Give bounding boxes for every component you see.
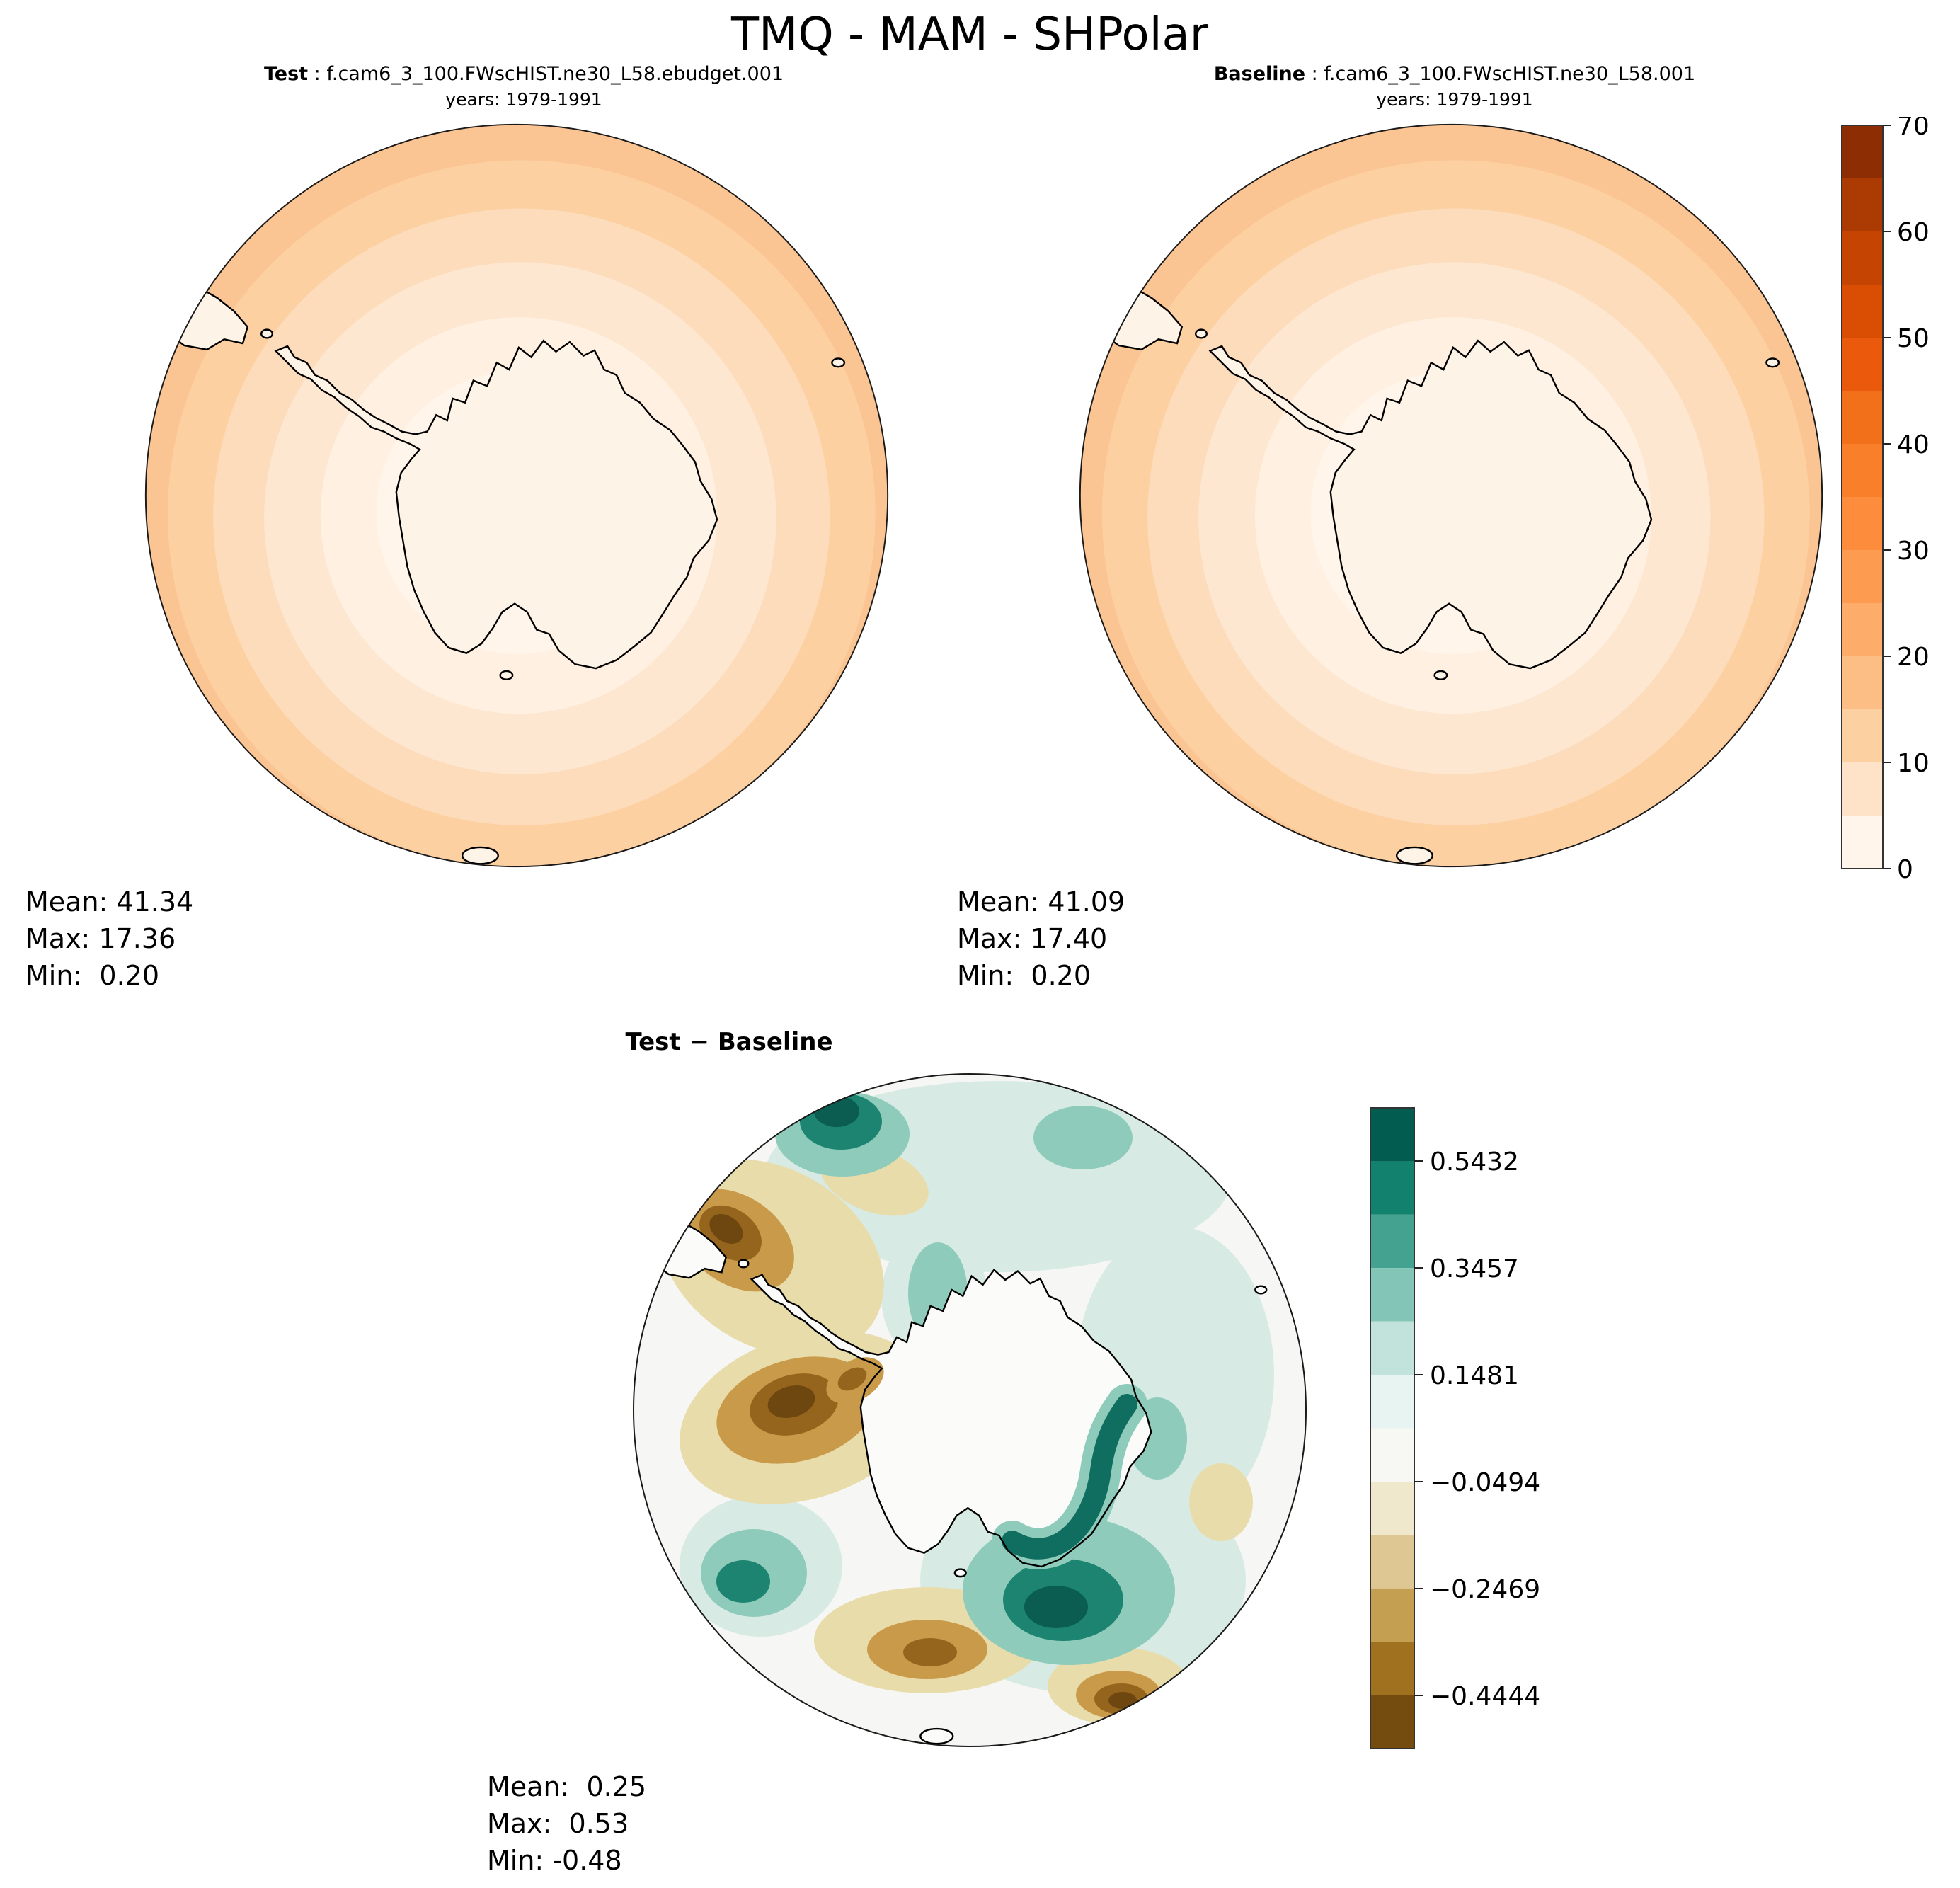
colorbar-top-tick-label: 20 bbox=[1897, 643, 1930, 672]
baseline-map-content bbox=[1076, 120, 1826, 871]
colorbar-diff-tick-label: 0.3457 bbox=[1430, 1254, 1519, 1283]
baseline-stat-min: Min: 0.20 bbox=[957, 960, 1091, 991]
baseline-years-label: years: 1979-1991 bbox=[1376, 89, 1533, 110]
diff-stats: Mean: 0.25 Max: 0.53 Min: -0.48 bbox=[487, 1768, 646, 1879]
test-years-label: years: 1979-1991 bbox=[445, 89, 602, 110]
test-stat-max: Max: 17.36 bbox=[25, 923, 176, 954]
colorbar-diff-tick-label: −0.2469 bbox=[1430, 1575, 1540, 1604]
colorbar-top-labels: 70 60 50 40 30 20 10 0 bbox=[1897, 117, 1930, 884]
diff-panel-title: Test − Baseline bbox=[625, 1028, 833, 1056]
colorbar-diff-labels: 0.5432 0.3457 0.1481 −0.0494 −0.2469 −0.… bbox=[1430, 1148, 1540, 1711]
test-run-line: Test : f.cam6_3_100.FWscHIST.ne30_L58.eb… bbox=[163, 62, 885, 86]
baseline-run-line: Baseline : f.cam6_3_100.FWscHIST.ne30_L5… bbox=[1094, 62, 1816, 86]
test-panel-header: Test : f.cam6_3_100.FWscHIST.ne30_L58.eb… bbox=[163, 62, 885, 112]
diff-map-boundary bbox=[633, 1073, 1307, 1747]
test-stat-min: Min: 0.20 bbox=[25, 960, 159, 991]
colorbar-top-tick-label: 30 bbox=[1897, 537, 1930, 566]
diff-dark-anomaly-blobs bbox=[699, 1093, 1148, 1715]
baseline-stat-mean: Mean: 41.09 bbox=[957, 886, 1125, 917]
baseline-stat-max: Max: 17.40 bbox=[957, 923, 1108, 954]
baseline-polar-map bbox=[1076, 120, 1826, 871]
test-run-name: f.cam6_3_100.FWscHIST.ne30_L58.ebudget.0… bbox=[326, 63, 784, 85]
colorbar-top: 70 60 50 40 30 20 10 0 bbox=[1841, 117, 1930, 884]
colorbar-diff-bands bbox=[1370, 1107, 1415, 1749]
baseline-separator: : bbox=[1305, 63, 1324, 85]
baseline-run-name: f.cam6_3_100.FWscHIST.ne30_L58.001 bbox=[1324, 63, 1696, 85]
test-label: Test bbox=[263, 63, 309, 85]
colorbar-diff-ticks bbox=[1414, 1160, 1423, 1696]
test-polar-map bbox=[142, 120, 892, 871]
colorbar-diff-tick-label: 0.1481 bbox=[1430, 1361, 1519, 1390]
colorbar-top-bands bbox=[1841, 125, 1884, 869]
diff-polar-map bbox=[633, 1073, 1307, 1747]
colorbar-top-tick-label: 70 bbox=[1897, 117, 1930, 141]
colorbar-top-tick-label: 0 bbox=[1897, 855, 1913, 884]
diff-map-content bbox=[634, 1074, 1306, 1746]
colorbar-top-tick-label: 40 bbox=[1897, 430, 1930, 459]
baseline-label: Baseline bbox=[1213, 63, 1306, 85]
baseline-panel-header: Baseline : f.cam6_3_100.FWscHIST.ne30_L5… bbox=[1094, 62, 1816, 112]
diff-stat-min: Min: -0.48 bbox=[487, 1845, 622, 1876]
test-map-content bbox=[142, 120, 892, 871]
colorbar-diff-tick-label: −0.0494 bbox=[1430, 1468, 1540, 1497]
colorbar-top-ticks bbox=[1883, 125, 1891, 869]
colorbar-top-tick-label: 60 bbox=[1897, 218, 1930, 247]
baseline-stats: Mean: 41.09 Max: 17.40 Min: 0.20 bbox=[957, 883, 1125, 994]
test-stats: Mean: 41.34 Max: 17.36 Min: 0.20 bbox=[25, 883, 193, 994]
diff-stat-max: Max: 0.53 bbox=[487, 1808, 629, 1839]
figure-title: TMQ - MAM - SHPolar bbox=[731, 8, 1208, 61]
diff-stat-mean: Mean: 0.25 bbox=[487, 1771, 647, 1802]
colorbar-top-tick-label: 10 bbox=[1897, 749, 1930, 778]
colorbar-diff-tick-label: 0.5432 bbox=[1430, 1148, 1519, 1177]
colorbar-diff: 0.5432 0.3457 0.1481 −0.0494 −0.2469 −0.… bbox=[1370, 1107, 1540, 1749]
colorbar-top-tick-label: 50 bbox=[1897, 324, 1930, 353]
diff-coast-overlay-blobs bbox=[826, 1357, 1147, 1569]
colorbar-diff-tick-label: −0.4444 bbox=[1430, 1682, 1540, 1711]
test-separator: : bbox=[308, 63, 327, 85]
test-stat-mean: Mean: 41.34 bbox=[25, 886, 194, 917]
